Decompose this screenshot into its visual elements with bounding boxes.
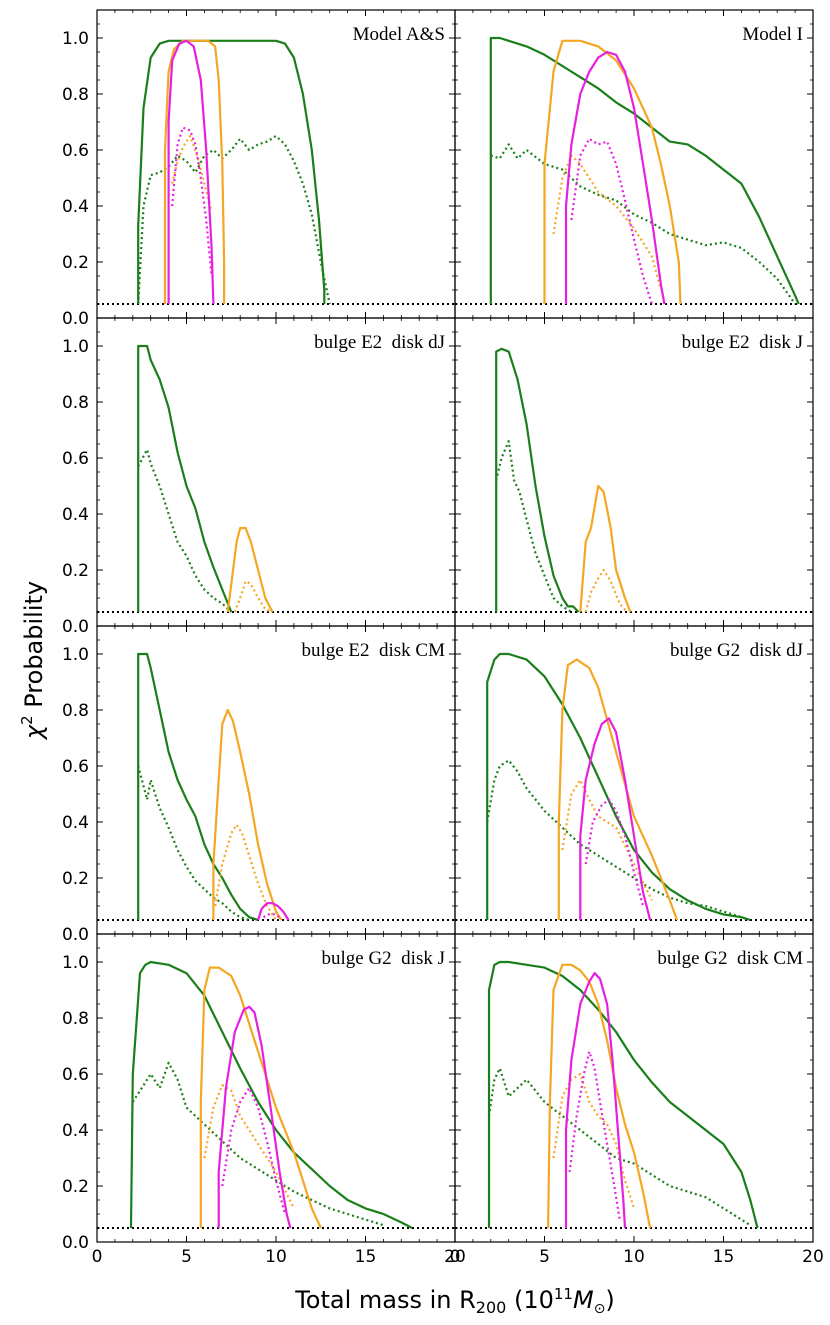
series-magenta-dotted (584, 798, 645, 907)
x-tick-label: 15 (713, 1247, 735, 1267)
y-tick-label: 0.4 (62, 813, 89, 833)
panel-2: Model I (454, 9, 814, 319)
series-magenta-solid (217, 1005, 292, 1229)
series-magenta-dotted (171, 126, 213, 277)
series-green-solid (137, 652, 259, 922)
series-magenta-dotted (221, 1086, 287, 1215)
x-tick-label: 10 (265, 1247, 287, 1267)
panel-4: bulge E2 disk J (454, 317, 814, 627)
series-green-dotted (137, 765, 250, 922)
series-orange-solid (163, 39, 226, 304)
y-tick-label: 0.8 (62, 701, 89, 721)
y-tick-label: 1.0 (62, 337, 89, 357)
y-tick-label: 0.6 (62, 449, 89, 469)
panel-title: bulge G2 disk J (322, 948, 446, 969)
panels-grid: 0.0 0.2 0.4 0.6 0.8 1.0 Model A&S Model I 0.0 0.2… (62, 9, 824, 1267)
panel-title: bulge E2 disk CM (301, 640, 445, 661)
y-tick-label: 0.2 (62, 869, 89, 889)
panel-frame (454, 317, 814, 627)
series-orange-dotted (214, 823, 277, 921)
series-green-solid (129, 960, 413, 1229)
x-tick-label: 0 (92, 1247, 103, 1267)
series-green-solid (495, 347, 580, 613)
panel-frame (454, 625, 814, 935)
x-tick-label: 10 (623, 1247, 645, 1267)
series-orange-solid (547, 963, 652, 1229)
series-green-dotted (495, 440, 572, 613)
panel-title: bulge E2 disk dJ (314, 332, 445, 353)
panel-frame (96, 933, 456, 1243)
x-tick-label: 15 (355, 1247, 377, 1267)
series-magenta-solid (257, 902, 290, 921)
y-tick-label: 0.4 (62, 505, 89, 525)
y-tick-label: 0.4 (62, 197, 89, 217)
y-tick-label: 0.0 (62, 925, 89, 945)
y-tick-label: 0.8 (62, 85, 89, 105)
series-magenta-dotted (570, 137, 653, 305)
series-orange-dotted (203, 1084, 295, 1209)
series-orange-dotted (233, 580, 273, 614)
panel-title: Model I (742, 24, 803, 45)
x-tick-label: 0 (450, 1247, 461, 1267)
series-green-solid (137, 344, 233, 613)
y-tick-label: 0.6 (62, 141, 89, 161)
series-green-dotted (486, 759, 742, 919)
series-orange-solid (579, 484, 632, 613)
y-tick-label: 0.0 (62, 617, 89, 637)
panel-frame (454, 9, 814, 319)
series-green-dotted (131, 1061, 384, 1227)
series-orange-dotted (584, 568, 628, 613)
series-orange-solid (212, 708, 283, 921)
panel-title: bulge G2 disk dJ (670, 640, 803, 661)
series-magenta-dotted (568, 1050, 621, 1220)
series-green-solid (137, 39, 326, 304)
series-magenta-solid (564, 972, 627, 1229)
series-green-dotted (490, 143, 796, 305)
series-green-solid (487, 960, 759, 1229)
panel-title: bulge G2 disk CM (657, 948, 803, 969)
y-tick-label: 1.0 (62, 953, 89, 973)
panel-frame (96, 317, 456, 627)
series-orange-solid (199, 966, 322, 1229)
series-orange-solid (226, 526, 274, 613)
y-tick-label: 0.2 (62, 253, 89, 273)
y-tick-label: 0.6 (62, 1065, 89, 1085)
y-tick-label: 0.6 (62, 757, 89, 777)
series-green-dotted (137, 448, 233, 613)
y-tick-label: 0.4 (62, 1121, 89, 1141)
panel-1: 0.0 0.2 0.4 0.6 0.8 1.0 Model A&S (62, 9, 456, 329)
panel-5: 0.0 0.2 0.4 0.6 0.8 1.0 bulge E2 disk CM (62, 625, 456, 945)
panel-7: 0.0 0.2 0.4 0.6 0.8 1.0 0 5 10 15 20 bulge G2 disk … (62, 933, 466, 1267)
panel-6: bulge G2 disk dJ (454, 625, 814, 935)
y-tick-label: 0.2 (62, 561, 89, 581)
y-tick-label: 1.0 (62, 645, 89, 665)
y-tick-label: 0.0 (62, 309, 89, 329)
x-tick-label: 5 (181, 1247, 192, 1267)
panel-frame (454, 933, 814, 1243)
series-magenta-solid (167, 39, 215, 305)
y-tick-label: 0.8 (62, 393, 89, 413)
series-orange-solid (543, 39, 682, 305)
y-tick-label: 0.2 (62, 1177, 89, 1197)
y-tick-label: 1.0 (62, 29, 89, 49)
panel-8: 0 5 10 15 20 bulge G2 disk CM (450, 933, 824, 1267)
panel-3: 0.0 0.2 0.4 0.6 0.8 1.0 bulge E2 disk dJ (62, 317, 456, 637)
y-tick-label: 0.8 (62, 1009, 89, 1029)
y-tick-label: 0.0 (62, 1233, 89, 1253)
series-orange-dotted (171, 134, 213, 212)
y-axis-title: χ2 Probability (18, 581, 48, 741)
x-tick-label: 20 (802, 1247, 824, 1267)
x-tick-label: 5 (539, 1247, 550, 1267)
x-axis-title: Total mass in R200 (1011M⊙) (294, 1285, 615, 1317)
series-magenta-solid (564, 50, 666, 305)
series-green-solid (486, 652, 751, 922)
series-orange-solid (557, 658, 679, 921)
panel-title: Model A&S (353, 24, 445, 45)
panel-title: bulge E2 disk J (682, 332, 803, 353)
series-magenta-solid (579, 717, 652, 921)
x-tick-label: 20 (444, 1247, 466, 1267)
series-green-dotted (487, 1067, 751, 1227)
series-green-dotted (137, 134, 331, 305)
